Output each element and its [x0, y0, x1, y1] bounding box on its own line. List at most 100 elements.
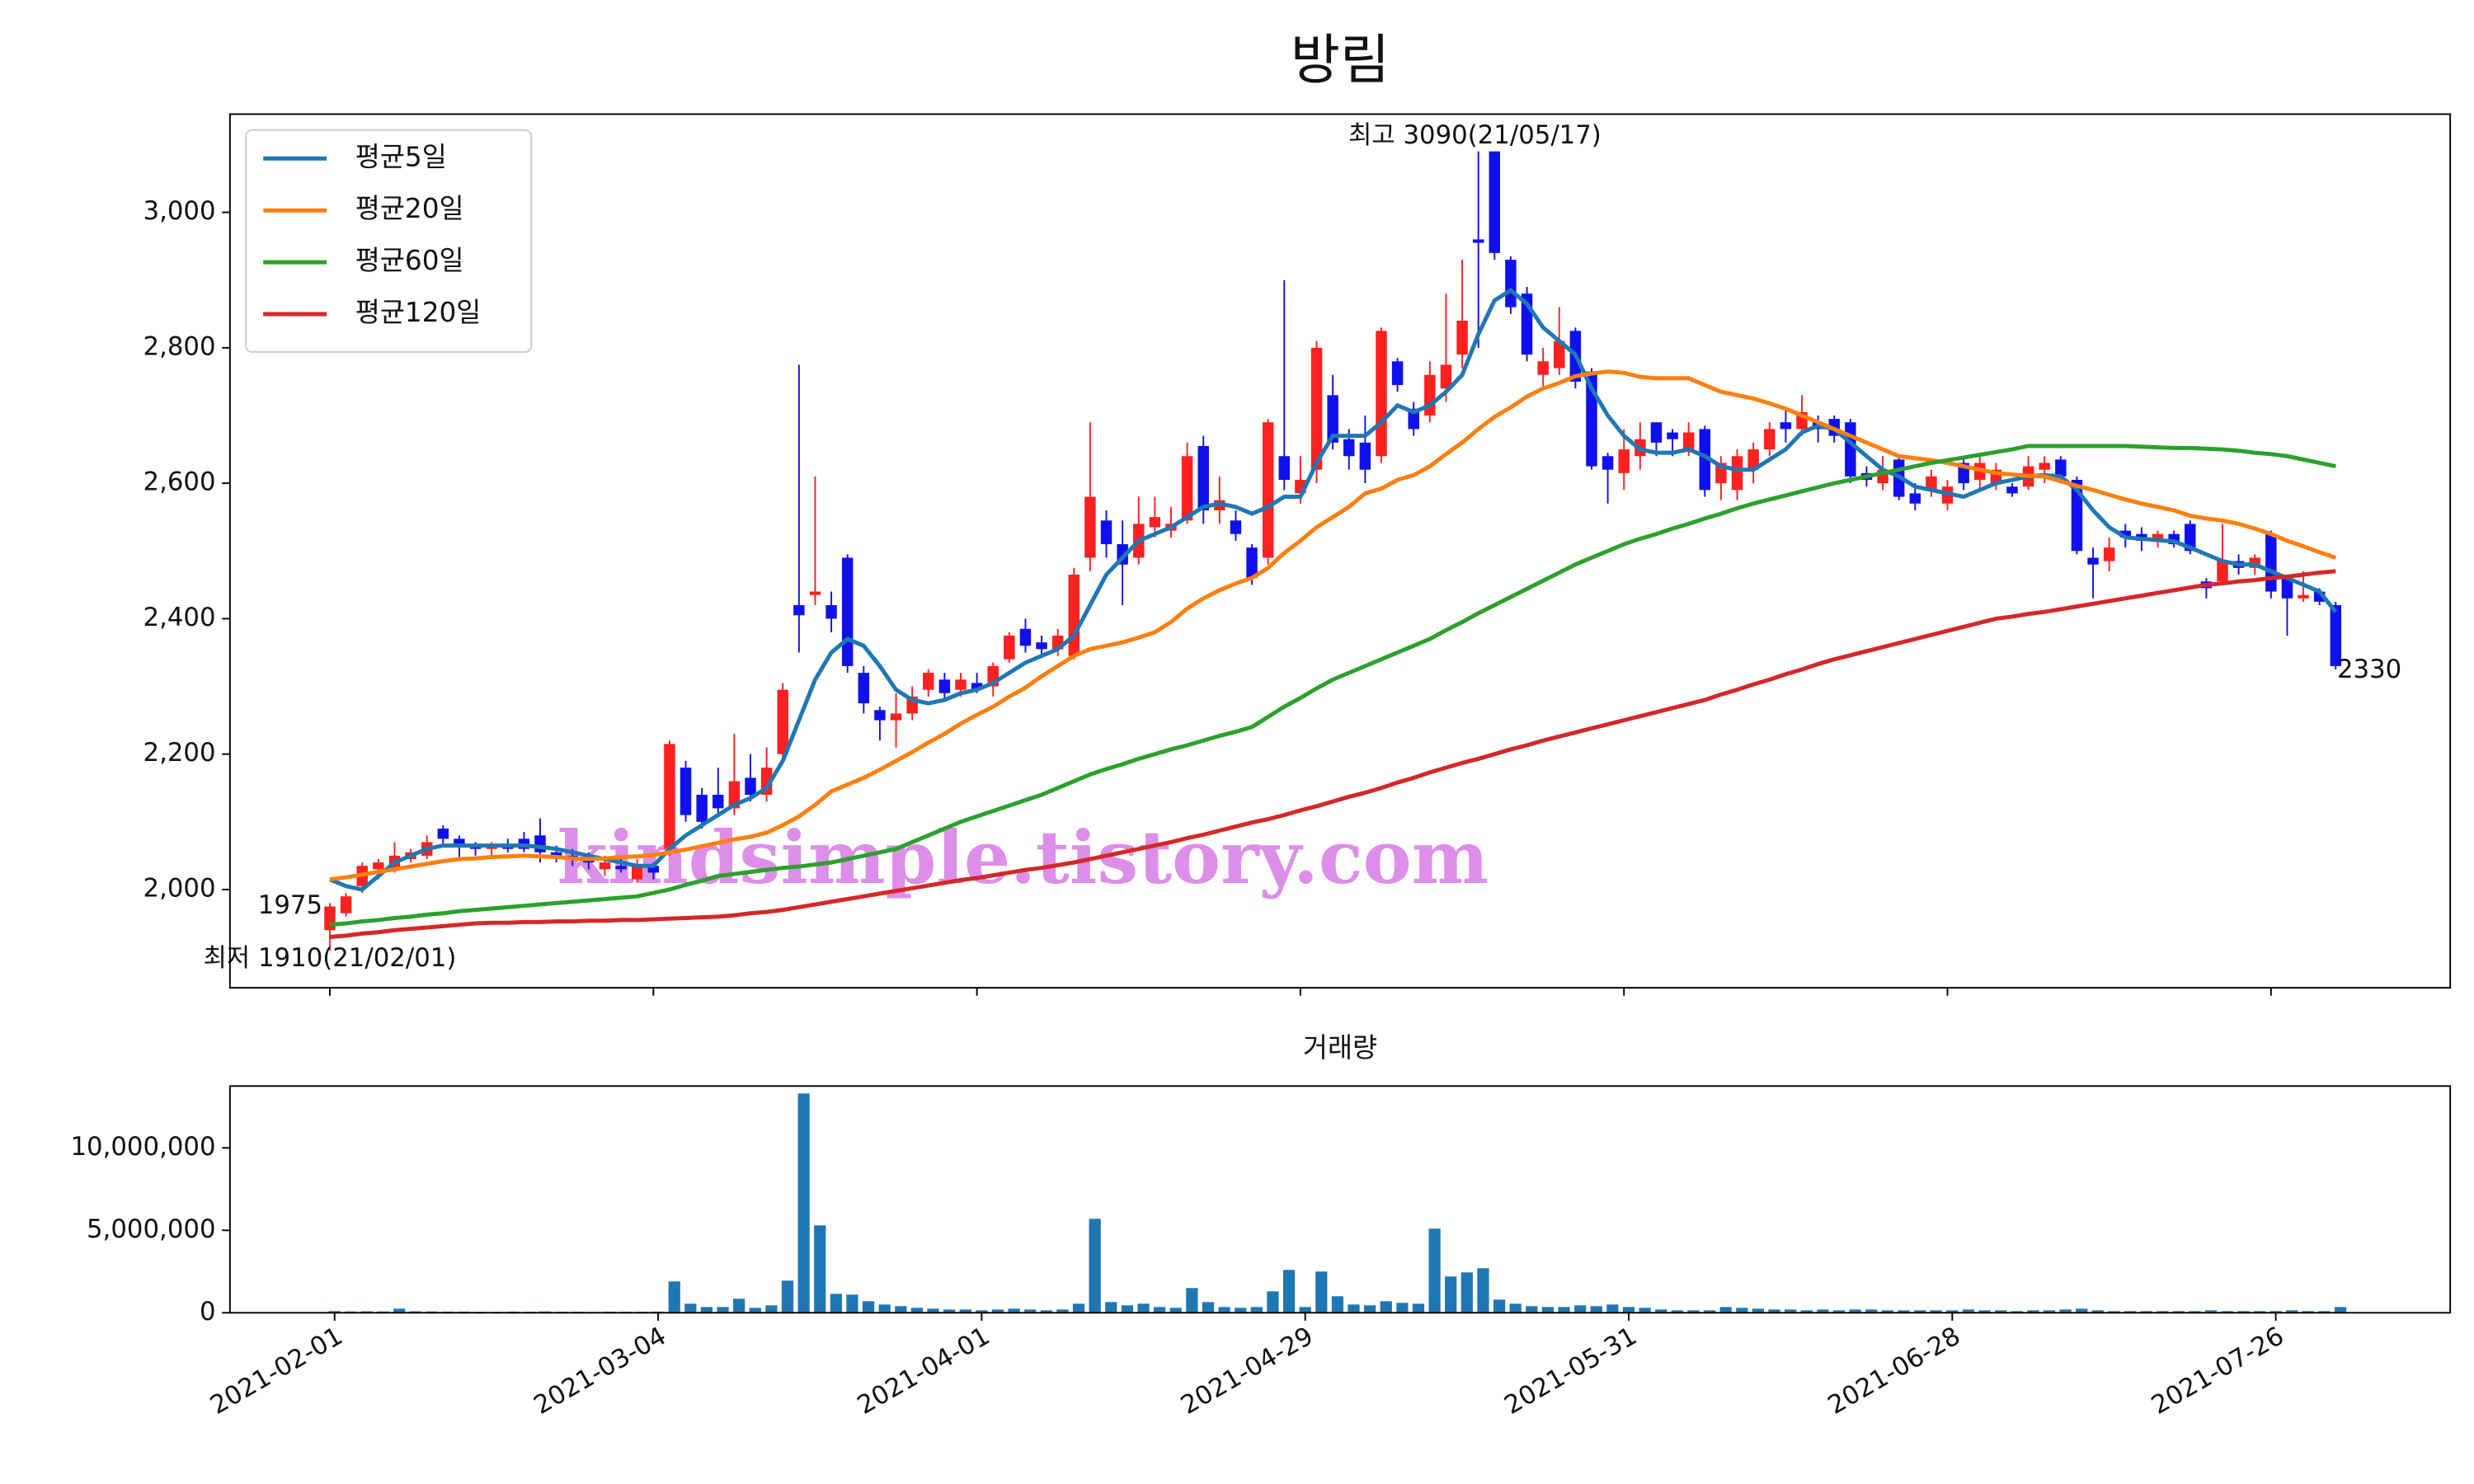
candle-body: [1004, 635, 1015, 660]
y-tick-label: 2,600: [143, 467, 216, 497]
candle-body: [1845, 422, 1856, 477]
volume-bar: [814, 1225, 826, 1313]
volume-bar: [328, 1311, 341, 1313]
candle-body: [2217, 561, 2228, 582]
candle-body: [1359, 442, 1371, 470]
volume-bar: [910, 1308, 924, 1313]
y-tick-label: 2,200: [143, 738, 216, 768]
volume-bar: [927, 1308, 939, 1313]
volume-bar: [1348, 1304, 1360, 1313]
candle-body: [1505, 260, 1517, 308]
candle-body: [437, 829, 449, 839]
volume-bar: [1072, 1303, 1085, 1313]
candle-body: [1456, 320, 1468, 355]
volume-bar: [2269, 1311, 2282, 1313]
volume-bar: [1671, 1310, 1683, 1313]
volume-bar: [1995, 1310, 2007, 1313]
volume-bar: [1428, 1228, 1441, 1313]
volume-bar: [1218, 1307, 1230, 1313]
candle-body: [2281, 578, 2293, 599]
volume-bar: [1299, 1307, 1311, 1313]
candle-body: [340, 896, 352, 913]
volume-bar: [2124, 1311, 2137, 1313]
volume-bar: [1800, 1310, 1813, 1313]
candle-body: [1036, 642, 1047, 650]
volume-bar: [1832, 1310, 1846, 1313]
volume-bar: [1008, 1308, 1020, 1313]
volume-bar: [1509, 1303, 1522, 1313]
candle-body: [1068, 575, 1080, 656]
candle-body: [1230, 520, 1242, 534]
volume-bar: [1169, 1308, 1182, 1313]
volume-bar: [1121, 1305, 1134, 1313]
volume-bar: [1315, 1271, 1328, 1313]
volume-bar: [2059, 1309, 2072, 1313]
candle-body: [631, 866, 643, 880]
volume-bar: [1250, 1307, 1263, 1313]
volume-bar: [1703, 1310, 1716, 1313]
candle-body: [324, 906, 336, 931]
volume-bar: [1282, 1270, 1296, 1313]
volume-bar: [1235, 1308, 1247, 1313]
volume-bar: [781, 1280, 794, 1313]
candle-body: [599, 862, 611, 870]
volume-bar: [1639, 1308, 1651, 1313]
candle-body: [534, 835, 546, 852]
candle-body: [2298, 594, 2309, 599]
candle-body: [2087, 557, 2099, 565]
candle-body: [1391, 361, 1404, 386]
volume-bar: [765, 1305, 778, 1313]
candle-body: [938, 679, 951, 693]
annotation: 최고 3090(21/05/17): [1348, 120, 1602, 150]
volume-bar: [2043, 1310, 2056, 1313]
volume-bar: [684, 1303, 697, 1313]
volume-bar: [2076, 1308, 2088, 1313]
y-tick-label: 2,400: [143, 603, 216, 632]
candle-body: [1424, 374, 1436, 416]
candle-body: [858, 673, 870, 704]
volume-bar: [1946, 1310, 1959, 1313]
candle-body: [809, 591, 821, 595]
ma-line: [329, 569, 2336, 939]
candle-body: [1019, 628, 1032, 646]
volume-bar: [895, 1306, 907, 1313]
candle-body: [1747, 449, 1759, 470]
candle-body: [1909, 493, 1921, 504]
volume-bar: [1396, 1303, 1409, 1313]
candle-body: [793, 604, 805, 616]
candle-body: [1537, 361, 1549, 375]
y-tick-label: 2,800: [143, 331, 216, 361]
volume-bar: [1655, 1309, 1667, 1313]
volume-bar: [1817, 1309, 1829, 1313]
volume-bar: [1364, 1305, 1376, 1313]
candle-body: [1278, 456, 1291, 481]
volume-bar: [1541, 1307, 1554, 1313]
candle-body: [1602, 456, 1614, 470]
volume-bar: [1752, 1308, 1765, 1313]
candle-body: [2330, 604, 2342, 666]
volume-bar: [1590, 1306, 1602, 1313]
candle-body: [825, 604, 837, 619]
volume-bar: [1267, 1291, 1279, 1313]
volume-bar: [717, 1307, 729, 1313]
volume-bar: [1186, 1288, 1198, 1313]
volume-bar: [1202, 1302, 1215, 1313]
volume-bar: [1477, 1268, 1489, 1313]
candle-body: [2039, 463, 2050, 470]
candle-body: [1682, 432, 1695, 450]
candle-body: [955, 679, 967, 690]
volume-bar: [1089, 1219, 1101, 1313]
candle-body: [647, 866, 660, 873]
volume-bar: [1412, 1303, 1425, 1313]
candle-body: [1197, 445, 1209, 510]
legend-label: 평균60일: [355, 245, 464, 276]
y-tick-label: 3,000: [143, 196, 216, 226]
volume-bar: [1930, 1310, 1942, 1313]
candle-body: [2071, 480, 2083, 552]
volume-bar: [862, 1301, 875, 1313]
volume-bar: [1040, 1310, 1052, 1313]
candle-body: [1181, 456, 1193, 521]
candle-body: [550, 852, 562, 856]
volume-bar: [1460, 1272, 1473, 1313]
volume-bar: [1331, 1296, 1344, 1313]
